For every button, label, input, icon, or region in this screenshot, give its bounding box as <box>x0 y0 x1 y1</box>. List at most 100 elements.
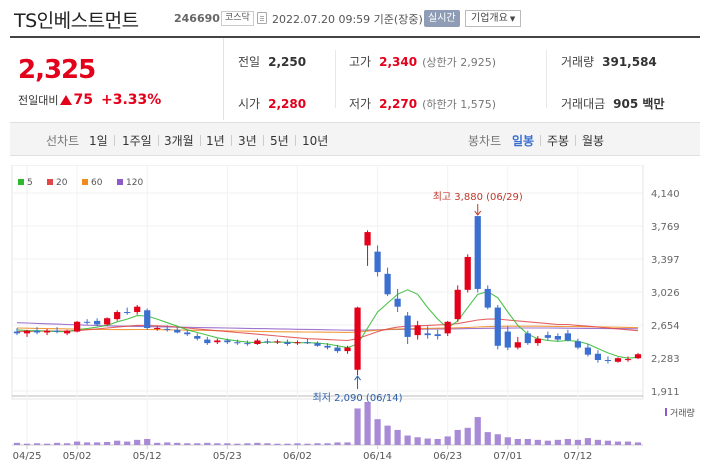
x-tick-label: 06/23 <box>433 451 462 462</box>
volume-bar <box>314 443 321 445</box>
candlestick-chart[interactable]: 4,140 3,769 3,397 3,026 2,654 2,283 1,911 04/25… <box>0 164 709 469</box>
period-tab-10y[interactable]: 10년 <box>302 134 329 148</box>
volume-bar <box>624 441 632 445</box>
line-chart-label: 선차트 <box>46 134 80 148</box>
volume-bar <box>244 443 251 445</box>
period-tab-3m[interactable]: 3개월 <box>164 134 194 148</box>
volume-bar <box>354 408 361 445</box>
volume-bar <box>394 429 401 445</box>
volume-bar <box>274 443 281 445</box>
volume-bar <box>584 438 592 445</box>
company-info-label: 기업개요 <box>471 13 508 24</box>
period-tab-5y[interactable]: 5년 <box>270 134 289 148</box>
stat-value: 2,250 <box>268 55 307 69</box>
stat-low: 저가 2,270 (하한가 1,575) <box>349 95 496 112</box>
stat-value: 2,270 <box>379 97 418 111</box>
volume-bar <box>474 417 481 445</box>
candle-body <box>354 307 361 370</box>
volume-bar <box>104 441 111 445</box>
volume-bar <box>114 440 121 445</box>
candle-body <box>314 343 321 346</box>
legend-label: 60 <box>91 178 103 188</box>
toolbar-divider <box>114 135 115 146</box>
high-marker-arrow <box>474 210 482 216</box>
x-tick-label: 05/12 <box>133 451 162 462</box>
current-price: 2,325 <box>18 55 96 85</box>
chart-toolbar: 선차트 1일 1주일 3개월 1년 3년 5년 10년 봉차트 일봉 주봉 월봉 <box>10 122 700 156</box>
toolbar-divider <box>263 135 264 146</box>
ma20-line <box>16 318 639 342</box>
legend-label: 5 <box>27 178 33 188</box>
volume-bar <box>634 442 642 445</box>
candle-body <box>384 273 391 295</box>
candle-body <box>464 256 471 290</box>
candle-tab-weekly[interactable]: 주봉 <box>547 134 570 148</box>
stat-amount: 거래대금 905 백만 <box>561 95 664 112</box>
candle-body <box>394 298 401 307</box>
volume-bar <box>564 438 571 445</box>
volume-bar <box>294 443 301 445</box>
candle-body <box>414 325 421 336</box>
volume-bar <box>524 438 531 445</box>
volume-bar <box>194 443 201 445</box>
period-tab-3y[interactable]: 3년 <box>238 134 257 148</box>
x-tick-label: 06/02 <box>283 451 312 462</box>
candle-body <box>534 338 541 344</box>
volume-bar <box>33 443 41 445</box>
period-tab-1w[interactable]: 1주일 <box>122 134 152 148</box>
candle-body <box>13 331 21 334</box>
low-annotation: 최저 2,090 (06/14) <box>313 392 403 404</box>
candle-body <box>84 321 91 323</box>
candle-tab-daily[interactable]: 일봉 <box>512 134 535 148</box>
candle-body <box>514 342 521 348</box>
toolbar-divider <box>158 135 159 146</box>
volume-legend-swatch <box>665 408 667 416</box>
volume-bar <box>174 442 181 445</box>
candle-body <box>334 347 341 352</box>
y-tick-label: 1,911 <box>651 387 680 398</box>
candle-body <box>53 330 61 332</box>
company-info-dropdown[interactable]: 기업개요 ▼ <box>465 10 521 27</box>
volume-bar <box>494 434 501 445</box>
volume-bar <box>344 442 351 445</box>
legend-swatch <box>82 179 88 185</box>
period-tab-1d[interactable]: 1일 <box>89 134 108 148</box>
volume-bar <box>544 440 551 445</box>
candle-body <box>174 329 181 333</box>
candle-body <box>33 330 41 333</box>
volume-bar <box>53 442 61 445</box>
y-tick-label: 2,654 <box>651 321 680 332</box>
candle-body <box>434 334 441 337</box>
candle-body <box>484 288 491 308</box>
volume-bar <box>414 437 421 445</box>
change-label: 전일대비 <box>18 94 59 107</box>
stat-divider <box>335 50 336 108</box>
volume-bar <box>304 443 311 445</box>
stat-label: 거래량 <box>561 55 595 69</box>
candle-body <box>494 307 501 346</box>
stat-label: 시가 <box>238 97 261 111</box>
ma120-line <box>16 322 639 331</box>
volume-bar <box>534 439 541 445</box>
volume-bar <box>184 443 191 445</box>
volume-bar <box>264 443 271 445</box>
candle-body <box>204 339 211 344</box>
toolbar-divider <box>200 135 201 146</box>
document-icon[interactable] <box>257 12 267 24</box>
candle-body <box>564 333 571 341</box>
stat-label: 전일 <box>238 55 261 69</box>
stat-value: 2,340 <box>379 55 418 69</box>
stat-prev-close: 전일 2,250 <box>238 53 306 70</box>
candle-body <box>554 336 561 340</box>
volume-bar <box>454 429 461 445</box>
stat-label: 고가 <box>349 55 372 69</box>
volume-bar <box>13 442 21 445</box>
period-tab-1y[interactable]: 1년 <box>206 134 225 148</box>
price-chart[interactable]: 4,140 3,769 3,397 3,026 2,654 2,283 1,911 04/25… <box>0 164 709 469</box>
volume-bar <box>154 442 161 445</box>
volume-bar <box>484 432 491 445</box>
volume-bar <box>84 442 91 445</box>
volume-bar <box>374 419 381 445</box>
candle-tab-monthly[interactable]: 월봉 <box>582 134 605 148</box>
volume-bar <box>464 427 471 445</box>
